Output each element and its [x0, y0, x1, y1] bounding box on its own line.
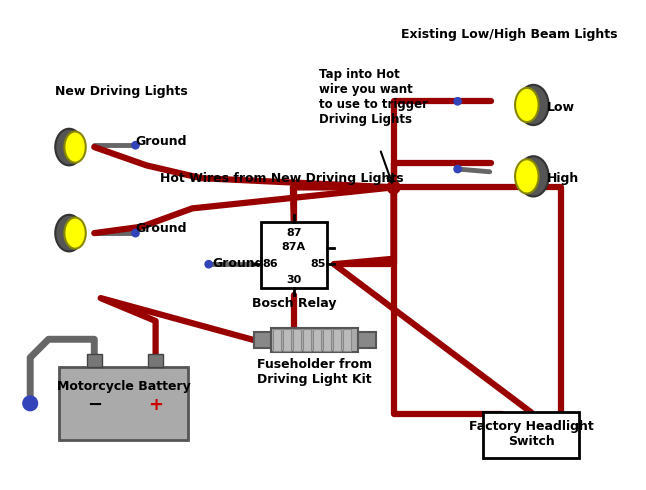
Text: 86: 86	[262, 259, 278, 269]
Circle shape	[454, 165, 461, 172]
Text: 85: 85	[310, 259, 326, 269]
Bar	[59, 367, 187, 440]
Text: Ground: Ground	[213, 257, 264, 270]
Text: Existing Low/High Beam Lights: Existing Low/High Beam Lights	[401, 28, 618, 41]
Text: Motorcycle Battery: Motorcycle Battery	[57, 380, 191, 392]
Text: Tap into Hot
wire you want
to use to trigger
Driving Lights: Tap into Hot wire you want to use to tri…	[318, 68, 428, 126]
Ellipse shape	[65, 218, 86, 248]
Ellipse shape	[56, 129, 83, 165]
Text: Fuseholder from
Driving Light Kit: Fuseholder from Driving Light Kit	[257, 358, 372, 386]
Bar	[87, 354, 101, 367]
Bar	[293, 329, 301, 351]
Ellipse shape	[518, 156, 548, 196]
Ellipse shape	[518, 85, 548, 125]
Bar	[343, 329, 351, 351]
Circle shape	[132, 229, 139, 237]
Text: Hot Wires from New Driving Lights: Hot Wires from New Driving Lights	[160, 172, 404, 185]
Text: 30: 30	[286, 275, 302, 285]
Text: Factory Headlight
Switch: Factory Headlight Switch	[469, 420, 594, 448]
Text: 87A: 87A	[282, 242, 306, 252]
Ellipse shape	[65, 131, 86, 163]
Circle shape	[205, 261, 213, 268]
Bar	[323, 329, 331, 351]
Text: Bosch Relay: Bosch Relay	[251, 297, 336, 310]
Circle shape	[454, 98, 461, 105]
Bar	[273, 329, 281, 351]
Text: −: −	[87, 396, 102, 414]
Bar	[358, 332, 376, 348]
Ellipse shape	[515, 159, 539, 194]
Bar	[483, 413, 579, 458]
Text: New Driving Lights: New Driving Lights	[55, 85, 188, 98]
Bar	[271, 328, 358, 352]
Circle shape	[387, 181, 400, 194]
Circle shape	[23, 396, 37, 411]
Text: High: High	[547, 172, 579, 185]
Ellipse shape	[515, 88, 539, 122]
Text: 87: 87	[286, 228, 302, 238]
Text: Ground: Ground	[136, 135, 187, 148]
Bar	[283, 329, 291, 351]
Bar	[149, 354, 163, 367]
Bar	[303, 329, 311, 351]
Circle shape	[132, 142, 139, 149]
Bar	[313, 329, 321, 351]
Bar	[261, 222, 327, 288]
Ellipse shape	[56, 215, 83, 251]
Text: Low: Low	[547, 101, 576, 114]
Text: +: +	[148, 396, 163, 414]
Bar	[333, 329, 341, 351]
Text: Ground: Ground	[136, 222, 187, 235]
Bar	[255, 332, 271, 348]
